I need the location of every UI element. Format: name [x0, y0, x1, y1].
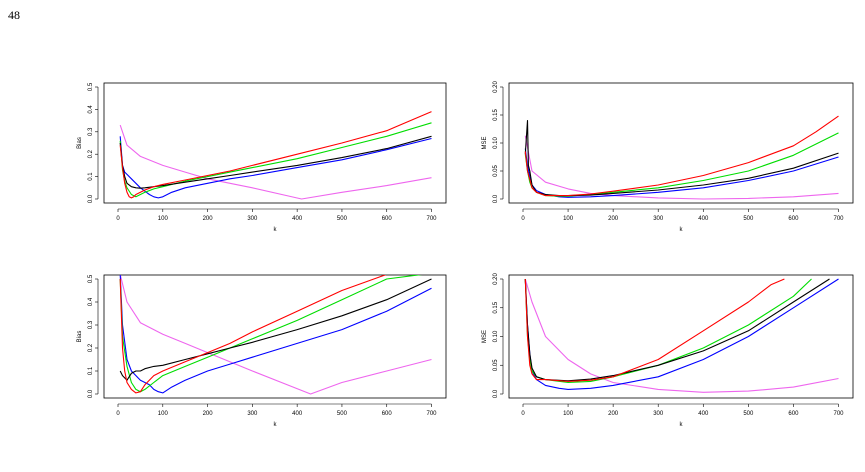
y-tick-label: 0.4 — [88, 297, 94, 306]
x-tick-label: 100 — [563, 411, 574, 417]
series-line-blue — [119, 136, 432, 199]
plot-frame — [508, 82, 854, 204]
x-axis-label: k — [274, 422, 278, 428]
x-tick-label: 400 — [698, 411, 709, 417]
y-tick-label: 0.10 — [493, 137, 499, 149]
chart-panel-top-left: 0 100 200 300 400 500 600 700 0.0 0.1 0.2 0.3 0.4 0.5… — [77, 82, 447, 233]
y-tick-label: 0.10 — [493, 330, 499, 342]
page-number: 48 — [8, 8, 20, 22]
x-axis-label: k — [680, 422, 684, 428]
chart-panel-bottom-right: 0 100 200 300 400 500 600 700 0.0 0.05 0.10 0.15 0.2… — [482, 273, 854, 428]
x-tick-label: 500 — [743, 216, 754, 222]
x-tick-label: 100 — [158, 216, 169, 222]
x-tick-label: 300 — [247, 411, 258, 417]
series-line-red — [119, 111, 432, 199]
x-tick-label: 100 — [158, 411, 169, 417]
figure-caption-cutoff — [0, 462, 865, 472]
x-tick-label: 0 — [116, 411, 120, 417]
x-tick-label: 400 — [292, 216, 303, 222]
x-tick-label: 200 — [203, 411, 214, 417]
y-tick-label: 0.1 — [88, 172, 94, 181]
series-line-green — [524, 278, 812, 384]
series-line-red — [524, 115, 839, 197]
x-tick-label: 700 — [833, 216, 844, 222]
series-line-magenta — [119, 275, 432, 395]
series-line-green — [119, 275, 423, 393]
y-tick-label: 0.0 — [493, 389, 499, 398]
series-line-black — [524, 278, 830, 382]
series-line-magenta — [524, 278, 839, 393]
y-axis-label: MSE — [482, 330, 488, 343]
series-line-blue — [119, 275, 432, 394]
x-tick-label: 700 — [427, 411, 438, 417]
series-group — [524, 115, 839, 200]
y-tick-label: 0.0 — [493, 194, 499, 203]
y-tick-label: 0.5 — [88, 82, 94, 91]
y-tick-label: 0.05 — [493, 359, 499, 371]
series-line-green — [524, 132, 839, 197]
x-tick-label: 200 — [608, 411, 619, 417]
y-tick-label: 0.05 — [493, 165, 499, 177]
y-tick-label: 0.5 — [88, 274, 94, 283]
x-tick-label: 600 — [382, 411, 393, 417]
series-line-blue — [524, 278, 839, 390]
y-tick-label: 0.3 — [88, 127, 94, 136]
y-tick-label: 0.20 — [493, 81, 499, 93]
x-tick-label: 600 — [382, 216, 393, 222]
x-tick-label: 500 — [743, 411, 754, 417]
series-group — [119, 111, 432, 200]
plot-frame — [508, 274, 854, 399]
x-tick-label: 400 — [292, 411, 303, 417]
series-group — [119, 275, 432, 395]
x-tick-label: 300 — [247, 216, 258, 222]
y-tick-label: 0.2 — [88, 149, 94, 158]
series-line-magenta — [119, 124, 432, 200]
series-line-green — [119, 122, 432, 198]
x-tick-label: 600 — [788, 216, 799, 222]
x-tick-label: 300 — [653, 411, 664, 417]
x-axis-label: k — [680, 227, 684, 233]
y-axis-label: Bias — [77, 137, 83, 149]
y-tick-label: 0.0 — [88, 194, 94, 203]
y-axis-label: MSE — [482, 136, 488, 149]
series-line-blue — [524, 148, 839, 198]
y-tick-label: 0.2 — [88, 343, 94, 352]
x-tick-label: 0 — [521, 411, 525, 417]
series-line-black — [119, 135, 432, 189]
y-tick-label: 0.20 — [493, 273, 499, 285]
y-axis-label: Bias — [77, 331, 83, 343]
plot-frame — [103, 274, 447, 399]
y-tick-label: 0.1 — [88, 366, 94, 375]
x-tick-label: 200 — [608, 216, 619, 222]
y-tick-label: 0.0 — [88, 389, 94, 398]
y-tick-label: 0.15 — [493, 301, 499, 313]
series-line-red — [119, 275, 387, 394]
plot-frame — [103, 82, 447, 204]
x-tick-label: 300 — [653, 216, 664, 222]
x-tick-label: 400 — [698, 216, 709, 222]
chart-panel-bottom-left: 0 100 200 300 400 500 600 700 0.0 0.1 0.2 0.3 0.4 0.5… — [77, 274, 447, 428]
chart-panel-top-right: 0 100 200 300 400 500 600 700 0.0 0.05 0.10 0.15 0.2… — [482, 81, 854, 233]
x-tick-label: 700 — [833, 411, 844, 417]
series-line-red — [524, 278, 785, 382]
series-group — [524, 278, 839, 393]
y-tick-label: 0.4 — [88, 105, 94, 114]
y-tick-label: 0.3 — [88, 320, 94, 329]
series-line-black — [119, 278, 432, 381]
x-tick-label: 500 — [337, 216, 348, 222]
y-tick-label: 0.15 — [493, 109, 499, 121]
x-tick-label: 100 — [563, 216, 574, 222]
x-tick-label: 0 — [521, 216, 525, 222]
x-tick-label: 500 — [337, 411, 348, 417]
x-tick-label: 200 — [203, 216, 214, 222]
x-tick-label: 0 — [116, 216, 120, 222]
x-axis-label: k — [274, 227, 278, 233]
x-tick-label: 600 — [788, 411, 799, 417]
x-tick-label: 700 — [427, 216, 438, 222]
